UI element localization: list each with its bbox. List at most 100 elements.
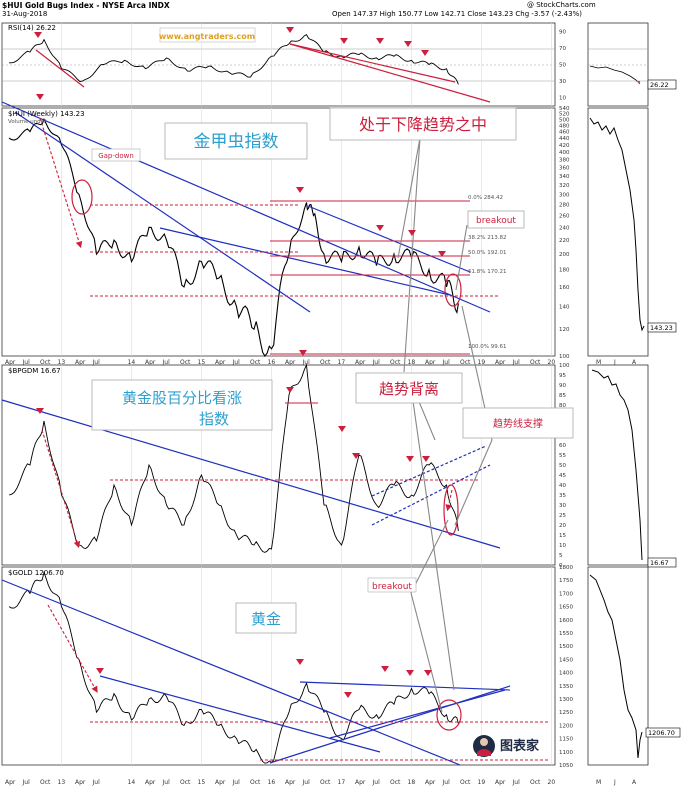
x-tick-label: 16: [268, 359, 276, 366]
trendlines: [1, 101, 511, 766]
fib-label: 61.8% 170.21: [468, 269, 506, 275]
y-tick-label: 480: [559, 123, 570, 129]
logo-text: 图表家: [500, 738, 540, 754]
x-tick-label: Apr: [425, 779, 436, 786]
x-tick-label: Oct: [530, 359, 541, 366]
y-tick-label: 15: [559, 533, 566, 539]
y-tick-label: 1050: [559, 763, 573, 769]
peak-marker: [408, 230, 416, 236]
x-tick-label: Jul: [442, 779, 451, 786]
rsi-trendlines: [35, 43, 491, 103]
y-tick-label: 95: [559, 373, 566, 379]
side-x-tick-label: M: [596, 359, 601, 366]
chart-date: 31-Aug-2018: [2, 10, 48, 18]
x-tick-label: Oct: [250, 779, 261, 786]
y-tick-label: 1450: [559, 657, 573, 663]
y-tick-label: 90: [559, 383, 566, 389]
red-arrows: [39, 117, 453, 693]
series-line-3: [8, 570, 459, 764]
x-tick-label: Oct: [460, 779, 471, 786]
y-tick-label: 35: [559, 493, 566, 499]
peak-marker: [286, 27, 294, 33]
y-tick-label: 40: [559, 483, 566, 489]
x-tick-label: Apr: [5, 779, 16, 786]
x-tick-label: 17: [338, 359, 346, 366]
y-tick-label: 1650: [559, 605, 573, 611]
panel-legends: RSI(14) 26.22 $HUI (Weekly) 143.23 Volum…: [8, 24, 85, 577]
y-tick-label: 140: [559, 305, 570, 311]
y-tick-label: 340: [559, 174, 570, 180]
side-gold-line: [589, 574, 643, 759]
peak-marker: [438, 251, 446, 257]
x-tick-label: Jul: [302, 779, 311, 786]
x-tick-label: Jul: [22, 779, 31, 786]
series-line-1: [8, 117, 459, 357]
x-tick-label: Jul: [442, 359, 451, 366]
y-tick-label: 520: [559, 112, 570, 118]
x-tick-label: 14: [128, 779, 136, 786]
hui-legend: $HUI (Weekly) 143.23: [8, 110, 85, 118]
y-tick-label: 1600: [559, 618, 573, 624]
y-tick-label: 160: [559, 285, 570, 291]
peak-marker: [36, 408, 44, 414]
y-tick-label: 1100: [559, 750, 573, 756]
x-tick-label: Apr: [5, 359, 16, 366]
y-tick-label: 1550: [559, 631, 573, 637]
y-tick-label: 25: [559, 513, 566, 519]
panel-frames: [1, 22, 649, 766]
x-tick-label: 19: [478, 359, 486, 366]
trend-support-label: 趋势线支撑: [493, 417, 543, 430]
side-x-tick-label: J: [613, 779, 616, 786]
x-tick-label: Jul: [512, 779, 521, 786]
peak-marker: [381, 666, 389, 672]
peak-marker: [338, 426, 346, 432]
y-tick-label: 1400: [559, 671, 573, 677]
y-tick-label: 50: [559, 463, 566, 469]
peak-marker: [36, 94, 44, 100]
x-tick-label: Apr: [145, 359, 156, 366]
side-series: [589, 65, 645, 759]
y-tick-label: 500: [559, 117, 570, 123]
side-bpgdm-last: 16.67: [650, 559, 669, 567]
x-tick-label: Apr: [355, 359, 366, 366]
x-tick-label: Jul: [232, 779, 241, 786]
x-tick-label: Apr: [425, 359, 436, 366]
y-tick-label: 30: [559, 503, 566, 509]
y-tick-label: 440: [559, 136, 570, 142]
x-tick-label: Apr: [355, 779, 366, 786]
y-tick-label: 240: [559, 225, 570, 231]
peak-markers: [34, 27, 446, 698]
axes: 9070503010540520500480460440420400380360…: [559, 29, 573, 769]
peak-marker: [286, 387, 294, 393]
gold-title: 黄金: [251, 610, 281, 628]
side-x-tick-label: A: [632, 359, 637, 366]
side-x-tick-label: A: [632, 779, 637, 786]
x-tick-label: Apr: [215, 779, 226, 786]
y-tick-label: 1300: [559, 697, 573, 703]
y-tick-label: 1700: [559, 591, 573, 597]
y-tick-label: 1750: [559, 578, 573, 584]
x-tick-label: Apr: [285, 779, 296, 786]
peak-marker: [422, 456, 430, 462]
y-tick-label: 45: [559, 473, 566, 479]
x-tick-label: Jul: [162, 779, 171, 786]
x-tick-label: Jul: [372, 779, 381, 786]
peak-marker: [404, 41, 412, 47]
y-tick-label: 10: [559, 96, 566, 102]
rsi-guides: [2, 48, 648, 82]
y-tick-label: 200: [559, 252, 570, 258]
rsi-legend: RSI(14) 26.22: [8, 24, 56, 32]
peak-marker: [299, 350, 307, 356]
fib-label: 38.2% 213.82: [468, 235, 506, 241]
y-tick-label: 320: [559, 183, 570, 189]
y-tick-label: 460: [559, 130, 570, 136]
x-tick-label: Oct: [530, 779, 541, 786]
y-tick-label: 400: [559, 150, 570, 156]
y-tick-label: 280: [559, 203, 570, 209]
y-tick-label: 1250: [559, 710, 573, 716]
side-last-values: 26.22 143.23 16.67 1206.70: [645, 79, 681, 738]
x-tick-label: 13: [58, 359, 66, 366]
y-tick-label: 420: [559, 143, 570, 149]
series-layer: [8, 33, 459, 764]
hui-volume-legend: Volume undef: [8, 119, 47, 125]
